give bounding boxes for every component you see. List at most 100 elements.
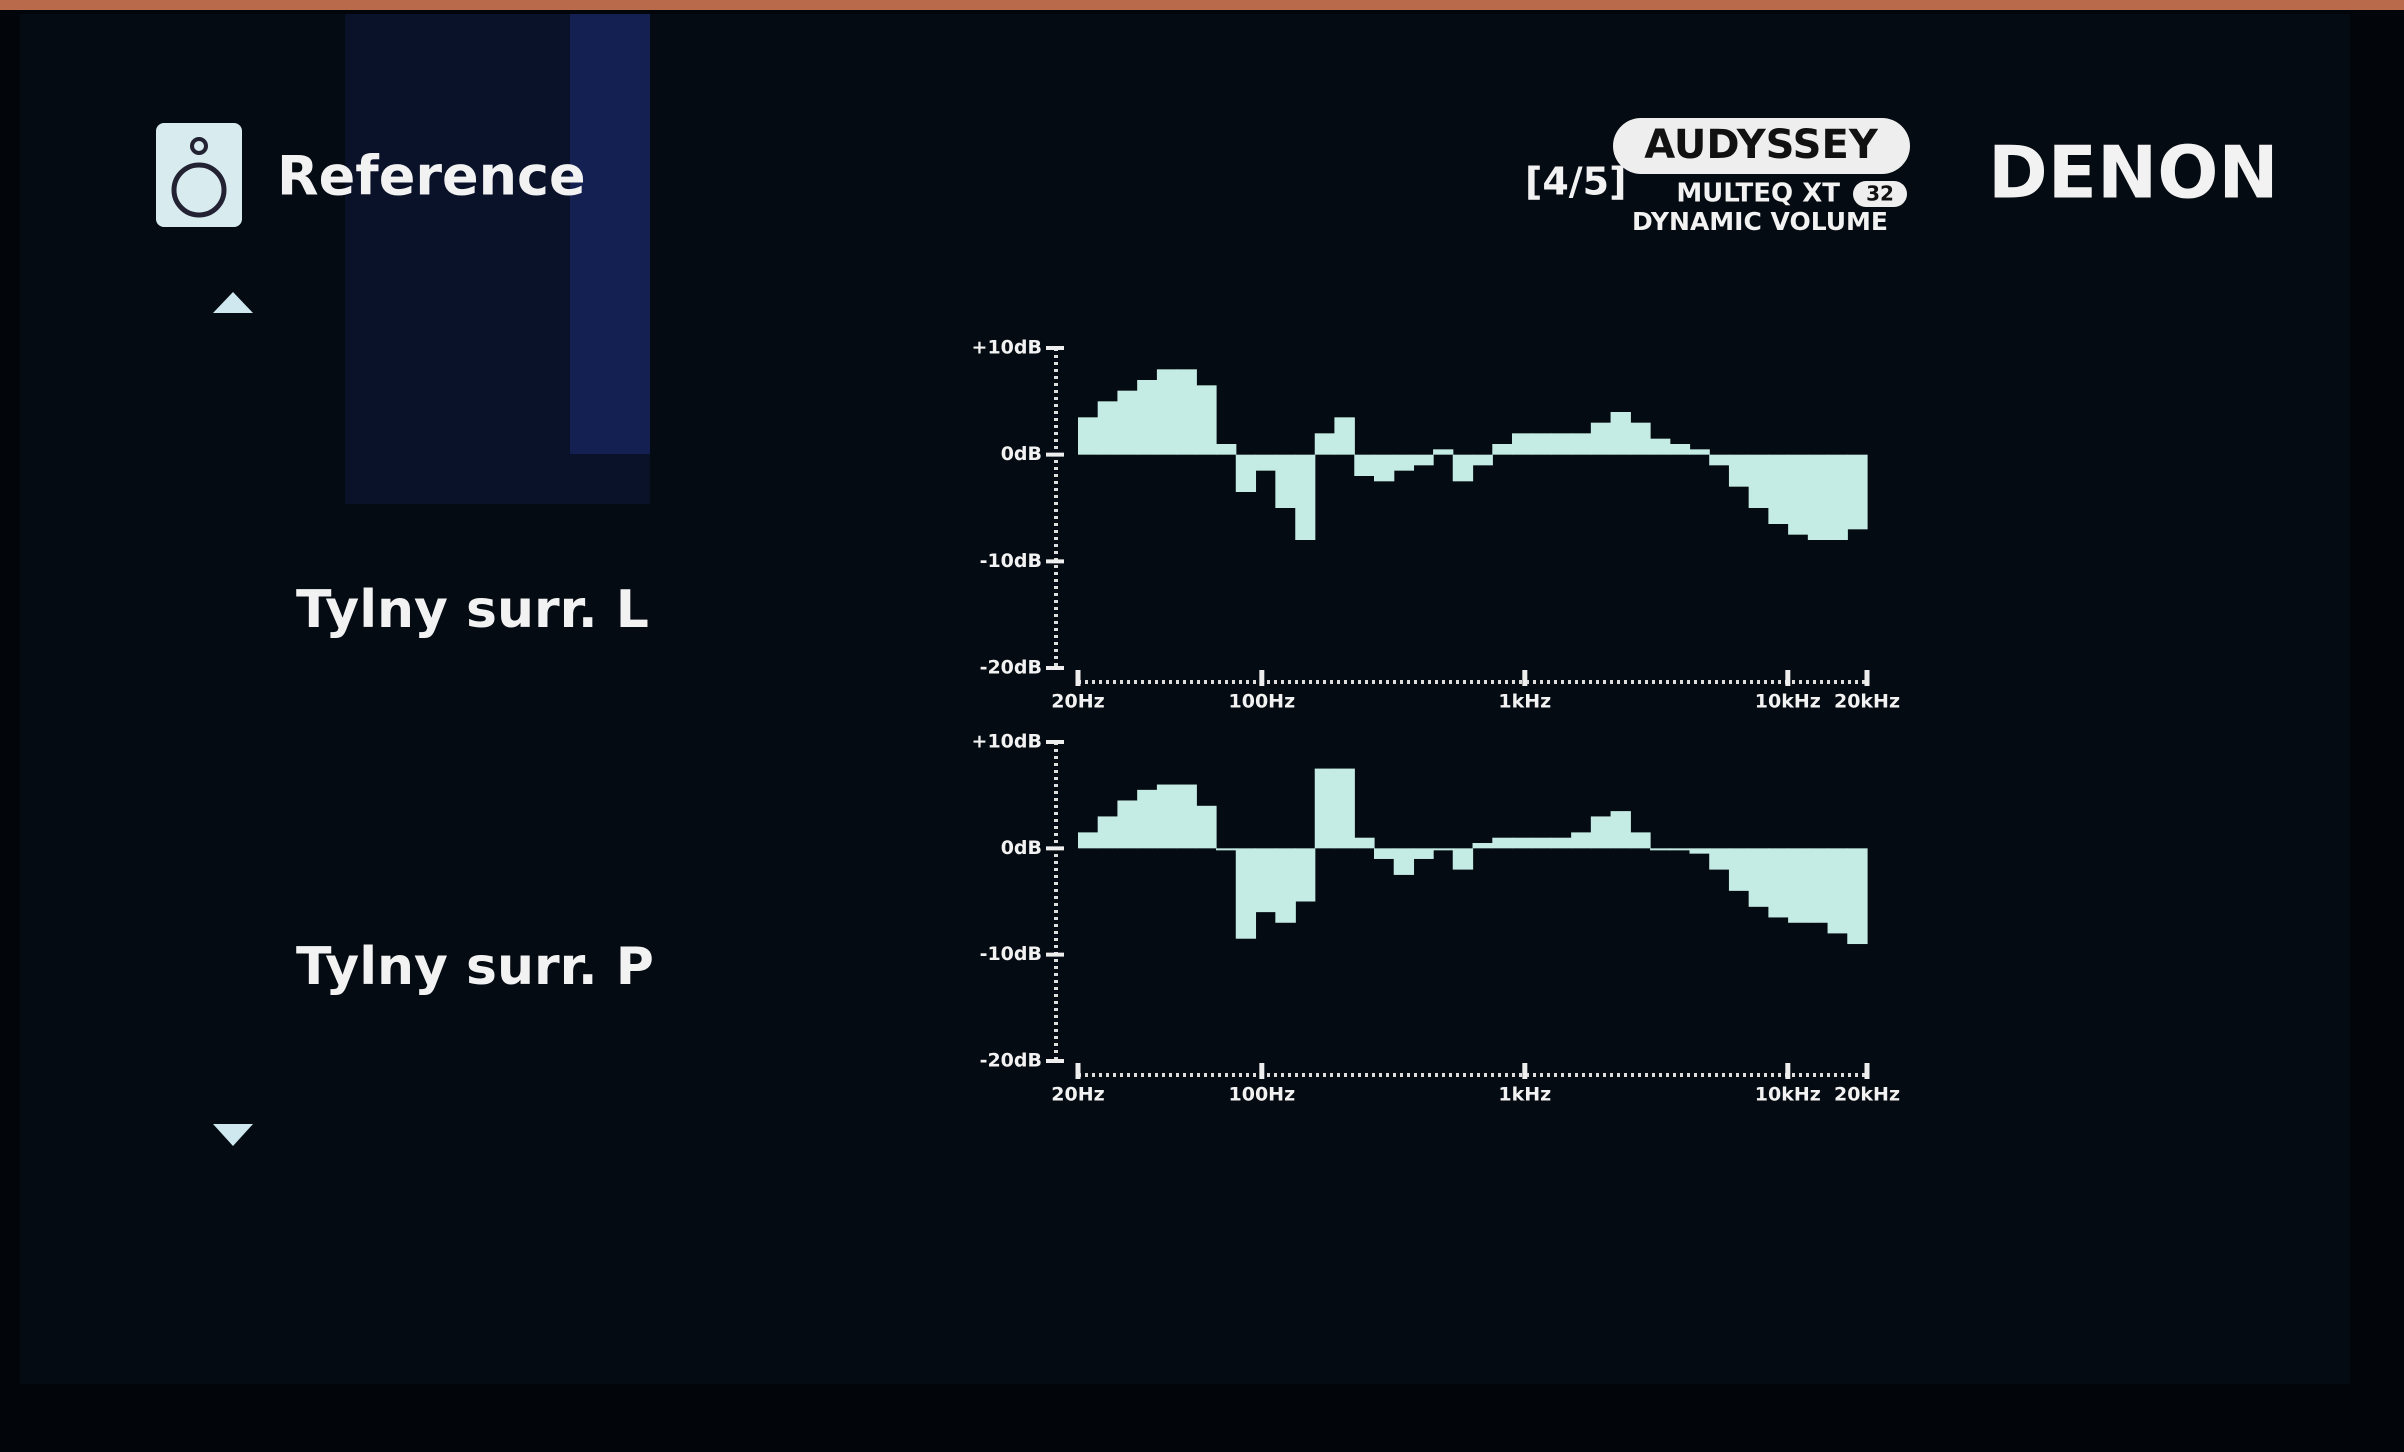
bar [1511,433,1533,455]
brand: DENON [1988,131,2279,215]
reflection [570,14,650,454]
x-tick-label: 1kHz [1498,691,1551,713]
bar [1354,454,1375,476]
bar [1393,454,1415,471]
bar [1275,454,1296,508]
bar [1433,449,1454,455]
bar [1097,816,1119,849]
bar [1650,848,1671,851]
bar [1176,369,1197,455]
bar [1610,412,1631,455]
y-tick-label: +10dB [972,337,1042,359]
bar [1728,848,1750,891]
bar [1413,848,1434,859]
bar [1393,848,1415,875]
bar [1295,848,1316,902]
bar [1650,438,1671,455]
bar [1354,837,1375,849]
logo-line2: DYNAMIC VOLUME [1632,207,1888,236]
bar [1216,444,1237,455]
bar [1531,433,1552,455]
bar [1314,768,1336,849]
bar [1334,417,1355,455]
bar [1275,848,1296,923]
x-tick-label: 20kHz [1834,1084,1900,1106]
bar [1117,800,1138,849]
bar [1235,454,1257,492]
speaker-icon [156,123,242,227]
bar [1452,454,1474,482]
bar [1847,848,1868,945]
page-indicator: [4/5] [1525,160,1627,204]
bar [1788,454,1809,535]
bar [1511,837,1533,849]
bar [1314,433,1336,455]
bar [1334,768,1355,849]
bar [1788,848,1809,923]
bar [1531,837,1552,849]
y-tick-label: +10dB [972,731,1042,753]
logo-brand: AUDYSSEY [1644,122,1879,168]
bar [1196,385,1217,455]
bar [1689,848,1710,854]
bar [1610,811,1631,849]
bar [1807,454,1829,540]
x-tick-label: 100Hz [1229,1084,1296,1106]
x-tick-label: 1kHz [1498,1084,1551,1106]
bar [1137,380,1158,455]
bar [1571,433,1592,455]
x-tick-label: 10kHz [1755,1084,1821,1106]
scroll-down[interactable] [213,1124,253,1146]
bar [1156,369,1178,455]
bar [1433,848,1454,851]
x-tick-label: 20kHz [1834,691,1900,713]
y-tick-label: -20dB [980,657,1042,679]
bar [1492,444,1513,455]
bar [1176,784,1197,849]
bar [1709,454,1730,466]
bar [1827,454,1848,540]
bar [1728,454,1750,487]
x-tick-label: 20Hz [1051,1084,1104,1106]
bar [1748,454,1769,508]
x-tick-label: 100Hz [1229,691,1296,713]
bar [1235,848,1257,939]
logo-badge: 32 [1866,182,1894,206]
bar [1748,848,1769,907]
bar [1255,454,1276,471]
y-tick-label: 0dB [1001,443,1042,465]
title: Reference [277,145,586,208]
scroll-up[interactable] [213,292,253,313]
bar [1630,832,1651,849]
bar [1492,837,1513,849]
bar [1551,433,1572,455]
bar [1078,417,1099,455]
y-tick-label: 0dB [1001,837,1042,859]
bar [1847,454,1868,530]
bar [1590,816,1612,849]
bar [1709,848,1730,870]
wall-edge [0,0,2404,10]
bar [1137,789,1158,849]
bar [1827,848,1848,934]
bar [1590,422,1612,455]
x-tick-label: 10kHz [1755,691,1821,713]
channel-label: Tylny surr. L [296,580,649,640]
bar [1807,848,1829,923]
bar [1156,784,1178,849]
bar [1689,449,1710,455]
bar [1374,454,1395,482]
audyssey-logo: AUDYSSEY MULTEQ XT 32 DYNAMIC VOLUME [1613,118,1910,236]
channel-label: Tylny surr. P [296,937,654,997]
bar [1551,837,1572,849]
bar [1472,843,1493,849]
bar [1196,805,1217,849]
y-tick-label: -10dB [980,943,1042,965]
y-tick-label: -20dB [980,1050,1042,1072]
bar [1117,390,1138,455]
logo-line1: MULTEQ XT [1676,179,1840,209]
bar [1669,848,1691,851]
bar [1078,832,1099,849]
bar [1374,848,1395,859]
